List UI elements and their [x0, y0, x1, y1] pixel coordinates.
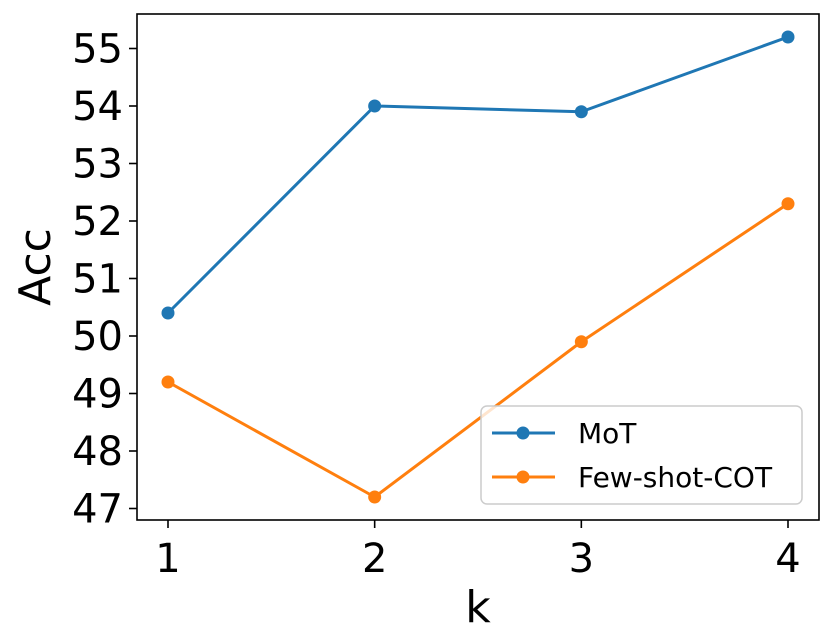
x-tick-label: 3	[569, 536, 594, 582]
x-tick-label: 2	[362, 536, 387, 582]
x-tick-label: 4	[775, 536, 800, 582]
data-point-mot	[368, 99, 382, 113]
data-point-few-shot-cot	[781, 197, 795, 211]
y-tick-label: 54	[72, 84, 123, 130]
y-tick-label: 47	[72, 487, 123, 533]
data-point-few-shot-cot	[368, 490, 382, 504]
data-point-mot	[781, 30, 795, 44]
y-tick-label: 50	[72, 314, 123, 360]
ticks-layer: 1 2 3 4 47 48 49 50 51 52 53 54 55	[72, 27, 801, 583]
y-tick-label: 49	[72, 372, 123, 418]
series-layer	[161, 30, 795, 504]
y-tick-label: 55	[72, 27, 123, 73]
legend-marker-few-shot-cot	[516, 470, 530, 484]
plot-area-frame	[136, 13, 820, 521]
legend-box	[480, 405, 803, 505]
legend: MoT Few-shot-COT	[480, 405, 803, 505]
legend-label-mot: MoT	[578, 417, 637, 450]
data-point-few-shot-cot	[161, 375, 175, 389]
y-tick-label: 52	[72, 199, 123, 245]
y-tick-label: 51	[72, 257, 123, 303]
series-line-few-shot-cot	[167, 202, 789, 499]
y-axis-label: Acc	[10, 228, 61, 306]
legend-label-few-shot-cot: Few-shot-COT	[578, 461, 773, 494]
series-line-mot	[166, 35, 789, 315]
x-tick-label: 1	[155, 536, 180, 582]
data-point-mot	[161, 306, 175, 320]
y-tick-label: 48	[72, 429, 123, 475]
data-point-few-shot-cot	[574, 335, 588, 349]
legend-marker-mot	[516, 426, 530, 440]
y-tick-label: 53	[72, 142, 123, 188]
x-axis-label: k	[465, 582, 491, 633]
data-point-mot	[574, 105, 588, 119]
